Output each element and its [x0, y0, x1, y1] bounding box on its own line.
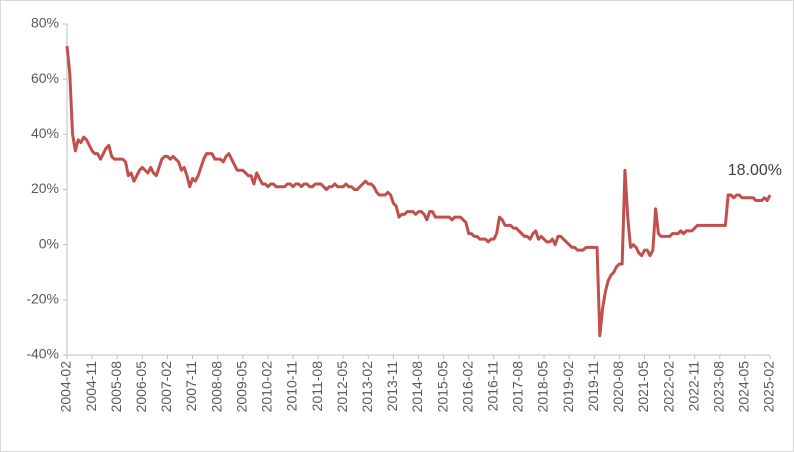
y-tick-label: 60% — [31, 70, 59, 86]
data-line — [65, 45, 772, 338]
x-tick-label: 2016-11 — [485, 361, 501, 412]
x-tick-label: 2015-05 — [434, 361, 450, 413]
x-tick-label: 2022-02 — [660, 361, 676, 413]
y-tick-label: 0% — [39, 235, 59, 251]
x-tick-label: 2024-05 — [736, 361, 752, 413]
annotation: 18.00% — [728, 162, 782, 179]
y-tick-label: 80% — [31, 15, 59, 31]
x-tick-label: 2023-08 — [710, 361, 726, 413]
x-tick-label: 2013-02 — [359, 361, 375, 413]
y-tick-label: 40% — [31, 125, 59, 141]
x-tick-label: 2011-08 — [309, 361, 325, 412]
y-tick-label: -40% — [26, 346, 59, 362]
x-tick-label: 2025-02 — [761, 361, 777, 413]
x-tick-label: 2012-05 — [334, 361, 350, 413]
x-tick-label: 2019-02 — [560, 361, 576, 413]
x-tick-label: 2013-11 — [384, 361, 400, 412]
x-tick-label: 2020-08 — [610, 361, 626, 413]
x-tick-label: 2014-08 — [409, 361, 425, 413]
x-tick-label: 2006-05 — [133, 361, 149, 413]
x-tick-label: 2007-11 — [183, 361, 199, 412]
y-tick-label: 20% — [31, 180, 59, 196]
x-tick-label: 2016-02 — [459, 361, 475, 413]
x-tick-label: 2010-02 — [259, 361, 275, 413]
y-tick-label: -20% — [26, 291, 59, 307]
x-tick-label: 2005-08 — [108, 361, 124, 413]
x-tick-label: 2008-08 — [208, 361, 224, 413]
x-tick-label: 2004-02 — [58, 361, 74, 413]
x-tick-label: 2018-05 — [535, 361, 551, 413]
x-tick-label: 2009-05 — [233, 361, 249, 413]
x-tick-label: 2019-11 — [585, 361, 601, 412]
x-tick-label: 2004-11 — [83, 361, 99, 412]
x-tick-label: 2022-11 — [685, 361, 701, 412]
x-tick-label: 2010-11 — [284, 361, 300, 412]
x-tick-label: 2007-02 — [158, 361, 174, 413]
x-tick-label: 2021-05 — [635, 361, 651, 413]
x-tick-label: 2017-08 — [510, 361, 526, 413]
